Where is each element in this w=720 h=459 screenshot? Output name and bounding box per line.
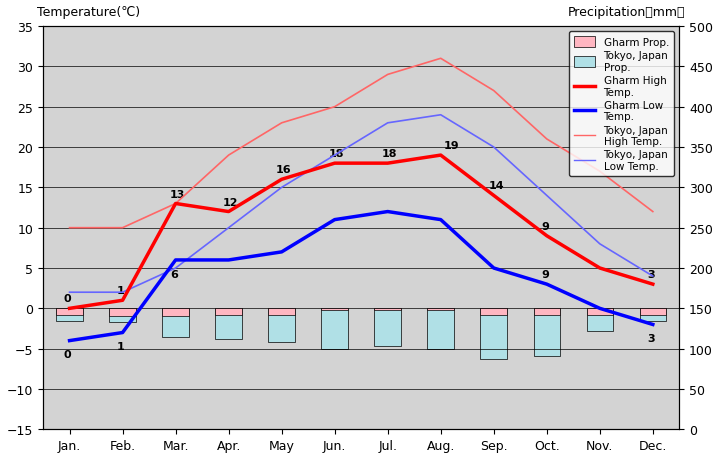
Legend: Gharm Prop., Tokyo, Japan
Prop., Gharm High
Temp., Gharm Low
Temp., Tokyo, Japan: Gharm Prop., Tokyo, Japan Prop., Gharm H…: [570, 32, 674, 177]
Bar: [374, 308, 401, 346]
Text: 0: 0: [64, 294, 71, 304]
Text: 13: 13: [170, 189, 186, 199]
Bar: [587, 308, 613, 331]
Bar: [215, 308, 242, 339]
Text: 18: 18: [329, 149, 345, 159]
Bar: [162, 308, 189, 316]
Text: 14: 14: [488, 181, 504, 191]
Bar: [109, 308, 136, 316]
Text: 9: 9: [541, 221, 549, 231]
Bar: [56, 308, 83, 315]
Text: 0: 0: [64, 349, 71, 359]
Bar: [56, 308, 83, 321]
Bar: [480, 308, 507, 359]
Text: 16: 16: [276, 165, 292, 175]
Bar: [639, 308, 666, 315]
Bar: [587, 308, 613, 315]
Bar: [162, 308, 189, 337]
Text: 18: 18: [382, 149, 397, 159]
Bar: [480, 308, 507, 315]
Bar: [534, 308, 560, 356]
Bar: [534, 308, 560, 315]
Text: 19: 19: [444, 141, 459, 151]
Bar: [639, 308, 666, 321]
Text: 3: 3: [647, 269, 655, 280]
Text: 6: 6: [170, 269, 178, 279]
Text: Precipitation（mm）: Precipitation（mm）: [568, 6, 685, 19]
Bar: [269, 308, 295, 342]
Bar: [428, 308, 454, 310]
Text: 12: 12: [223, 197, 238, 207]
Text: 3: 3: [647, 333, 655, 343]
Text: 1: 1: [117, 341, 125, 352]
Text: Temperature(℃): Temperature(℃): [37, 6, 140, 19]
Bar: [269, 308, 295, 315]
Bar: [321, 308, 348, 349]
Text: 9: 9: [541, 269, 549, 280]
Bar: [109, 308, 136, 322]
Bar: [215, 308, 242, 315]
Text: 1: 1: [117, 285, 125, 296]
Bar: [428, 308, 454, 349]
Bar: [321, 308, 348, 310]
Bar: [374, 308, 401, 310]
